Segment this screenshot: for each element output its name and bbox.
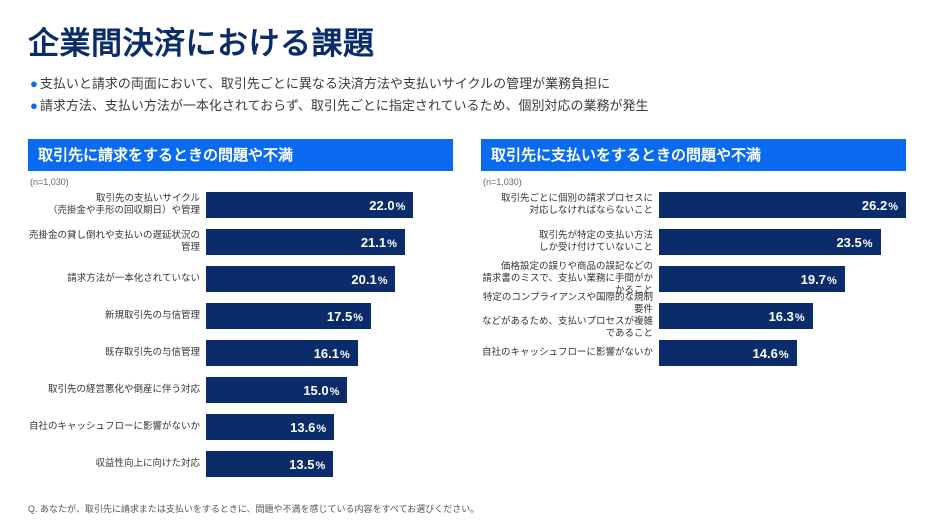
bullet-item: ●請求方法、支払い方法が一本化されておらず、取引先ごとに指定されているため、個別… bbox=[28, 95, 906, 117]
bar: 15.0% bbox=[206, 377, 347, 403]
bar: 16.1% bbox=[206, 340, 358, 366]
bar: 17.5% bbox=[206, 303, 371, 329]
bar: 20.1% bbox=[206, 266, 395, 292]
bar-label: 特定のコンプライアンスや国際的な規制要件などがあるため、支払いプロセスが複雑であ… bbox=[481, 292, 659, 340]
bar-value: 15.0% bbox=[303, 383, 339, 398]
bar-label: 取引先の支払いサイクル（売掛金や手形の回収期日）や管理 bbox=[28, 193, 206, 217]
bar-row: 取引先の支払いサイクル（売掛金や手形の回収期日）や管理 22.0% bbox=[28, 190, 453, 220]
bar: 21.1% bbox=[206, 229, 405, 255]
bullet-text: 支払いと請求の両面において、取引先ごとに異なる決済方法や支払いサイクルの管理が業… bbox=[40, 76, 610, 91]
bar: 26.2% bbox=[659, 192, 906, 218]
right-chart: 取引先に支払いをするときの問題や不満 (n=1,030) 取引先ごとに個別の請求… bbox=[481, 139, 906, 486]
bar-area: 21.1% bbox=[206, 229, 453, 255]
bar-value: 22.0% bbox=[369, 198, 405, 213]
bar: 22.0% bbox=[206, 192, 413, 218]
bar-label: 請求方法が一本化されていない bbox=[28, 273, 206, 285]
bar-value: 16.1% bbox=[314, 346, 350, 361]
bar-area: 20.1% bbox=[206, 266, 453, 292]
bar-row: 請求方法が一本化されていない 20.1% bbox=[28, 264, 453, 294]
page-title: 企業間決済における課題 bbox=[28, 18, 906, 63]
bar-value: 21.1% bbox=[361, 235, 397, 250]
bar-row: 価格設定の誤りや商品の誤記などの請求書のミスで、支払い業務に手間がかかること19… bbox=[481, 264, 906, 294]
bar-value: 13.5% bbox=[289, 457, 325, 472]
bar-area: 15.0% bbox=[206, 377, 453, 403]
bar-area: 17.5% bbox=[206, 303, 453, 329]
bar-area: 14.6% bbox=[659, 340, 906, 366]
bullet-dot-icon: ● bbox=[30, 98, 38, 113]
bar-row: 特定のコンプライアンスや国際的な規制要件などがあるため、支払いプロセスが複雑であ… bbox=[481, 301, 906, 331]
bullet-text: 請求方法、支払い方法が一本化されておらず、取引先ごとに指定されているため、個別対… bbox=[40, 98, 649, 113]
bar-label: 自社のキャッシュフローに影響がないか bbox=[481, 347, 659, 359]
bar: 19.7% bbox=[659, 266, 845, 292]
bar-area: 13.5% bbox=[206, 451, 453, 477]
chart-columns: 取引先に請求をするときの問題や不満 (n=1,030) 取引先の支払いサイクル（… bbox=[28, 139, 906, 486]
right-bars: 取引先ごとに個別の請求プロセスに対応しなければならないこと 26.2% 取引先が特定… bbox=[481, 190, 906, 368]
bar: 14.6% bbox=[659, 340, 797, 366]
right-chart-header: 取引先に支払いをするときの問題や不満 bbox=[481, 139, 906, 171]
bar-value: 17.5% bbox=[327, 309, 363, 324]
bar-row: 収益性向上に向けた対応 13.5% bbox=[28, 449, 453, 479]
bar-value: 14.6% bbox=[753, 346, 789, 361]
bar-row: 売掛金の貸し倒れや支払いの遅延状況の管理 21.1% bbox=[28, 227, 453, 257]
bar-row: 自社のキャッシュフローに影響がないか 13.6% bbox=[28, 412, 453, 442]
bar-area: 19.7% bbox=[659, 266, 906, 292]
bar-value: 26.2% bbox=[862, 198, 898, 213]
bar-value: 20.1% bbox=[351, 272, 387, 287]
bar-area: 22.0% bbox=[206, 192, 453, 218]
left-n-note: (n=1,030) bbox=[30, 177, 453, 187]
left-chart-header: 取引先に請求をするときの問題や不満 bbox=[28, 139, 453, 171]
bar-value: 19.7% bbox=[801, 272, 837, 287]
bar-area: 23.5% bbox=[659, 229, 906, 255]
bar-row: 既存取引先の与信管理 16.1% bbox=[28, 338, 453, 368]
bar-area: 16.3% bbox=[659, 303, 906, 329]
bar-area: 13.6% bbox=[206, 414, 453, 440]
bar-label: 収益性向上に向けた対応 bbox=[28, 458, 206, 470]
bar-label: 取引先が特定の支払い方法しか受け付けていないこと bbox=[481, 230, 659, 254]
bar-value: 16.3% bbox=[769, 309, 805, 324]
right-n-note: (n=1,030) bbox=[483, 177, 906, 187]
bullet-dot-icon: ● bbox=[30, 76, 38, 91]
bar-label: 売掛金の貸し倒れや支払いの遅延状況の管理 bbox=[28, 230, 206, 254]
bar: 13.5% bbox=[206, 451, 333, 477]
footer-question: Q. あなたが、取引先に請求または支払いをするときに、問題や不満を感じている内容… bbox=[28, 502, 906, 515]
bar-row: 取引先の経営悪化や倒産に伴う対応 15.0% bbox=[28, 375, 453, 405]
bar-label: 新規取引先の与信管理 bbox=[28, 310, 206, 322]
left-chart: 取引先に請求をするときの問題や不満 (n=1,030) 取引先の支払いサイクル（… bbox=[28, 139, 453, 486]
left-bars: 取引先の支払いサイクル（売掛金や手形の回収期日）や管理 22.0% 売掛金の貸し倒れ… bbox=[28, 190, 453, 479]
bar-row: 新規取引先の与信管理 17.5% bbox=[28, 301, 453, 331]
bullet-list: ●支払いと請求の両面において、取引先ごとに異なる決済方法や支払いサイクルの管理が… bbox=[28, 73, 906, 117]
bar-area: 26.2% bbox=[659, 192, 906, 218]
bar: 16.3% bbox=[659, 303, 813, 329]
bar-label: 取引先ごとに個別の請求プロセスに対応しなければならないこと bbox=[481, 193, 659, 217]
bar-label: 既存取引先の与信管理 bbox=[28, 347, 206, 359]
bar-label: 取引先の経営悪化や倒産に伴う対応 bbox=[28, 384, 206, 396]
bar-value: 23.5% bbox=[836, 235, 872, 250]
bar-label: 自社のキャッシュフローに影響がないか bbox=[28, 421, 206, 433]
bullet-item: ●支払いと請求の両面において、取引先ごとに異なる決済方法や支払いサイクルの管理が… bbox=[28, 73, 906, 95]
bar-row: 取引先が特定の支払い方法しか受け付けていないこと 23.5% bbox=[481, 227, 906, 257]
bar-row: 取引先ごとに個別の請求プロセスに対応しなければならないこと 26.2% bbox=[481, 190, 906, 220]
bar-row: 自社のキャッシュフローに影響がないか 14.6% bbox=[481, 338, 906, 368]
bar: 13.6% bbox=[206, 414, 334, 440]
bar-value: 13.6% bbox=[290, 420, 326, 435]
bar: 23.5% bbox=[659, 229, 881, 255]
bar-area: 16.1% bbox=[206, 340, 453, 366]
